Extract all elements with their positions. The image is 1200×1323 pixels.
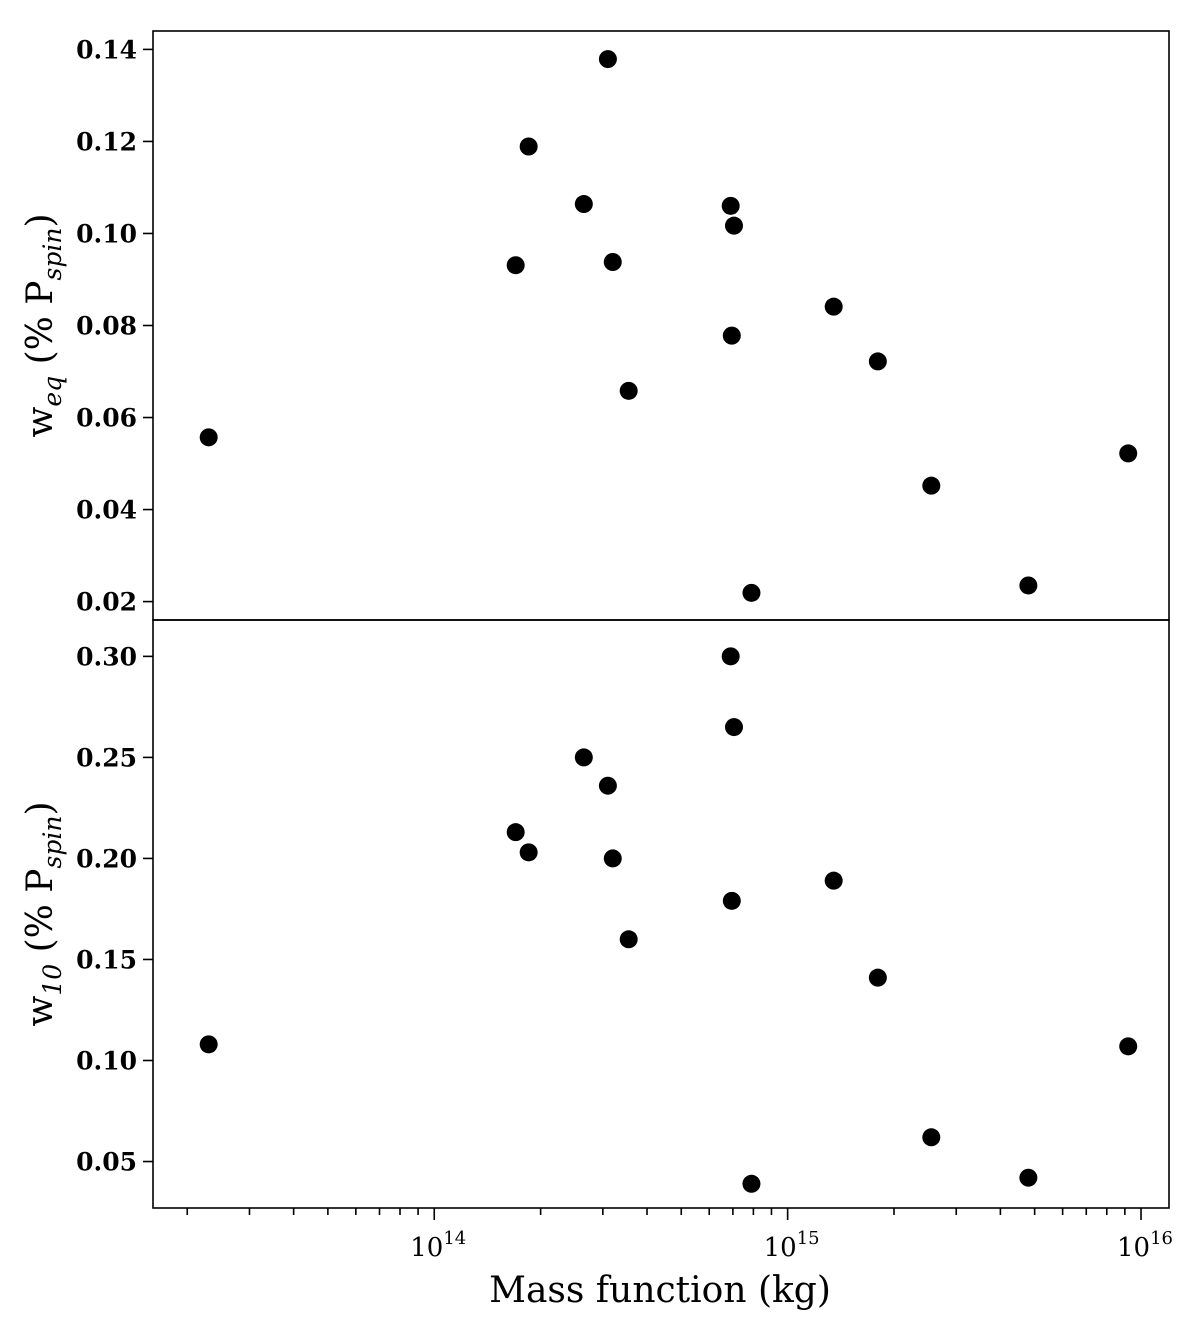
y-tick-label-top: 0.06	[76, 404, 137, 433]
data-point-top	[824, 297, 843, 316]
data-point-top	[598, 50, 617, 69]
data-point-bottom	[724, 718, 743, 737]
y-tick-label-top: 0.02	[76, 588, 137, 617]
data-point-bottom	[574, 748, 593, 767]
data-point-top	[199, 428, 218, 447]
data-point-top	[506, 256, 525, 275]
y-tick-label-bottom: 0.15	[76, 945, 137, 974]
x-axis-title: Mass function (kg)	[489, 1270, 831, 1311]
data-point-top	[922, 476, 941, 495]
data-point-bottom	[824, 871, 843, 890]
y-axis-title-top: weq (% Pspin)	[20, 214, 67, 438]
data-point-top	[1019, 576, 1038, 595]
data-point-top	[724, 216, 743, 235]
y-axis-title-bottom: w10 (% Pspin)	[20, 802, 67, 1027]
data-point-bottom	[922, 1128, 941, 1147]
y-tick-label-bottom: 0.20	[76, 844, 137, 873]
y-tick-label-top: 0.14	[76, 35, 137, 64]
y-tick-label-bottom: 0.30	[76, 642, 137, 671]
data-point-top	[742, 583, 761, 602]
data-point-bottom	[721, 647, 740, 666]
data-point-bottom	[199, 1035, 218, 1054]
data-point-bottom	[619, 930, 638, 949]
data-point-bottom	[1019, 1168, 1038, 1187]
y-tick-label-top: 0.08	[76, 312, 137, 341]
x-axis: 1014 1015 1016	[186, 1208, 1173, 1263]
x-tick-label: 1016	[1117, 1228, 1173, 1263]
y-tick-label-bottom: 0.10	[76, 1046, 137, 1075]
data-point-top	[619, 381, 638, 400]
y-tick-label-bottom: 0.25	[76, 743, 137, 772]
bottom-panel: 0.05 0.10 0.15 0.20 0.25 0.30 w10 (% Pspin)	[20, 619, 1170, 1209]
data-point-top	[574, 195, 593, 214]
y-tick-label-bottom: 0.05	[76, 1148, 137, 1177]
top-panel: 0.02 0.04 0.06 0.08 0.10 0.12 0.14 weq (% Pspin…	[20, 30, 1170, 621]
data-point-top	[603, 252, 622, 271]
data-point-top	[721, 196, 740, 215]
y-tick-label-top: 0.12	[76, 127, 137, 156]
data-point-top	[1119, 444, 1138, 463]
data-point-top	[722, 326, 741, 345]
data-point-bottom	[1119, 1037, 1138, 1056]
data-point-bottom	[506, 823, 525, 842]
data-point-bottom	[868, 968, 887, 987]
plot-frame-top	[152, 30, 1170, 621]
data-point-bottom	[519, 843, 538, 862]
x-tick-label: 1015	[764, 1228, 820, 1263]
data-point-bottom	[742, 1174, 761, 1193]
data-point-bottom	[603, 849, 622, 868]
data-point-top	[519, 137, 538, 156]
y-tick-label-top: 0.04	[76, 496, 137, 525]
x-tick-label: 1014	[410, 1228, 466, 1263]
y-tick-label-top: 0.10	[76, 219, 137, 248]
data-point-top	[868, 352, 887, 371]
data-point-bottom	[598, 776, 617, 795]
plot-frame-bottom	[152, 619, 1170, 1209]
data-point-bottom	[722, 891, 741, 910]
